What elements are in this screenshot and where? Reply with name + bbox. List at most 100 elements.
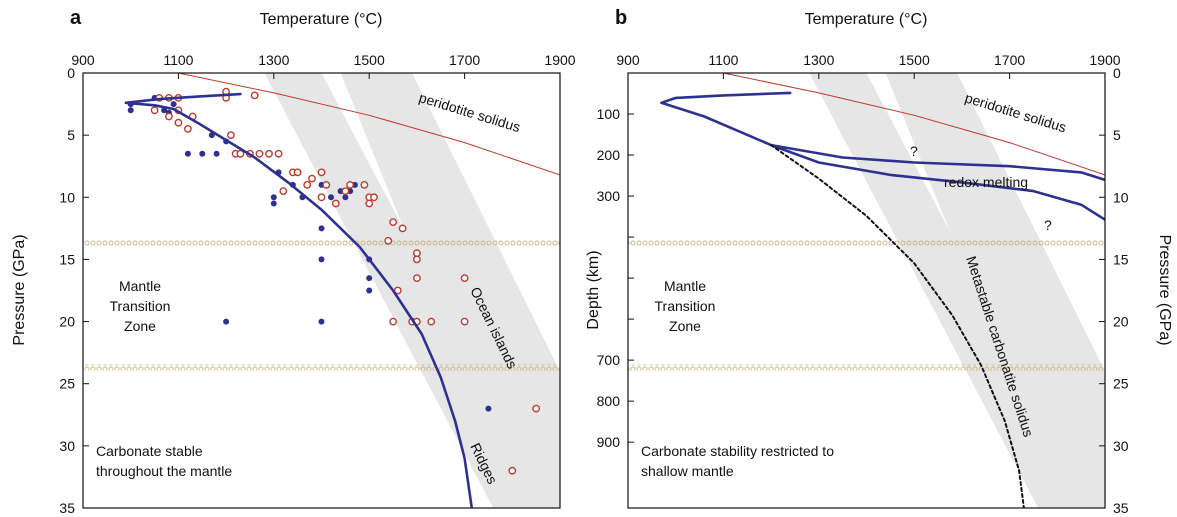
panel-b: b Temperature (°C) Depth (km) Pressure (… bbox=[585, 7, 1173, 516]
panel-a-y-tick-label-30: 30 bbox=[59, 438, 75, 454]
panel-b-x-tick-label-1700: 1700 bbox=[994, 52, 1025, 68]
panel-a-mtz-line2: Transition bbox=[110, 298, 171, 314]
panel-a-y-axis-title: Pressure (GPa) bbox=[11, 234, 28, 345]
panel-b-bands bbox=[809, 73, 1105, 508]
panel-b-question-2: ? bbox=[1044, 217, 1052, 233]
panel-a-point-1-0 bbox=[151, 107, 157, 113]
panel-a-x-ticks: 900 1100 1300 1500 1700 1900 bbox=[71, 52, 575, 79]
panel-a-point-1-21 bbox=[294, 169, 300, 175]
panel-b-mtz-line2: Transition bbox=[655, 298, 716, 314]
panel-a-point-1-30 bbox=[361, 182, 367, 188]
panel-a-point-1-40 bbox=[414, 250, 420, 256]
panel-b-y2-axis-title: Pressure (GPa) bbox=[1156, 234, 1173, 345]
panel-a-point-1-35 bbox=[390, 219, 396, 225]
panel-a-point-1-32 bbox=[366, 200, 372, 206]
panel-b-pressure-tick-label-5: 5 bbox=[1113, 127, 1121, 143]
panel-a-x-tick-label-1300: 1300 bbox=[258, 52, 289, 68]
panel-b-x-tick-label-1300: 1300 bbox=[803, 52, 834, 68]
panel-a-letter: a bbox=[70, 7, 82, 29]
panel-a-point-0-26 bbox=[342, 194, 348, 200]
panel-a-point-1-6 bbox=[175, 120, 181, 126]
panel-b-mtz-line-2 bbox=[628, 365, 1105, 371]
panel-a-note-line1: Carbonate stable bbox=[96, 443, 203, 459]
panel-a-point-0-6 bbox=[171, 101, 177, 107]
panel-a-point-0-23 bbox=[319, 319, 325, 325]
panel-a-point-1-15 bbox=[252, 92, 258, 98]
panel-a-mtz-line3: Zone bbox=[124, 318, 156, 334]
panel-a: a Temperature (°C) Pressure (GPa) 900 110… bbox=[11, 7, 576, 516]
panel-b-depth-tick-label-900: 900 bbox=[597, 434, 621, 450]
panel-a-point-1-27 bbox=[333, 200, 339, 206]
panel-a-y-tick-label-15: 15 bbox=[59, 251, 75, 267]
panel-a-y-tick-label-5: 5 bbox=[67, 127, 75, 143]
panel-b-x-tick-label-1100: 1100 bbox=[708, 52, 738, 68]
panel-a-x-tick-label-1700: 1700 bbox=[449, 52, 480, 68]
panel-a-point-1-46 bbox=[461, 318, 467, 324]
panel-a-point-1-19 bbox=[280, 188, 286, 194]
panel-b-pressure-tick-label-35: 35 bbox=[1113, 500, 1129, 516]
panel-b-mtz-line3: Zone bbox=[669, 318, 701, 334]
panel-a-y-tick-label-20: 20 bbox=[59, 314, 75, 330]
panel-a-y-tick-label-0: 0 bbox=[67, 65, 75, 81]
panel-b-note-line2: shallow mantle bbox=[641, 463, 734, 479]
panel-b-x-tick-label-900: 900 bbox=[616, 52, 640, 68]
panel-a-point-1-7 bbox=[185, 126, 191, 132]
panel-a-point-0-32 bbox=[485, 406, 491, 412]
panel-a-note-line2: throughout the mantle bbox=[96, 463, 232, 479]
panel-a-point-1-47 bbox=[509, 468, 515, 474]
panel-b-x-tick-label-1500: 1500 bbox=[899, 52, 930, 68]
panel-b-redox-label: redox melting bbox=[944, 174, 1028, 190]
panel-b-pressure-tick-label-0: 0 bbox=[1113, 65, 1121, 81]
panel-a-point-1-16 bbox=[256, 151, 262, 157]
panel-a-point-0-22 bbox=[319, 256, 325, 262]
panel-a-point-1-18 bbox=[275, 151, 281, 157]
panel-b-question-1: ? bbox=[910, 143, 918, 159]
panel-b-pressure-tick-label-25: 25 bbox=[1113, 376, 1129, 392]
panel-b-note-line1: Carbonate stability restricted to bbox=[641, 443, 834, 459]
panel-a-point-1-26 bbox=[323, 182, 329, 188]
panel-a-point-1-48 bbox=[533, 405, 539, 411]
panel-b-x-ticks: 900 1100 1300 1500 1700 1900 bbox=[616, 52, 1120, 79]
panel-a-point-1-29 bbox=[347, 182, 353, 188]
panel-a-x-axis-title: Temperature (°C) bbox=[260, 11, 383, 28]
panel-a-point-1-45 bbox=[461, 275, 467, 281]
panel-b-x-axis-title: Temperature (°C) bbox=[805, 11, 928, 28]
panel-a-point-0-24 bbox=[328, 194, 334, 200]
panel-b-y-axis-title: Depth (km) bbox=[585, 250, 602, 329]
panel-a-point-0-10 bbox=[214, 151, 220, 157]
panel-b-mtz-line1: Mantle bbox=[664, 278, 706, 294]
panel-b-depth-tick-label-300: 300 bbox=[597, 188, 621, 204]
panel-a-x-tick-label-1100: 1100 bbox=[163, 52, 193, 68]
panel-a-point-1-44 bbox=[428, 318, 434, 324]
panel-a-point-0-1 bbox=[128, 107, 134, 113]
panel-a-point-1-36 bbox=[390, 318, 396, 324]
panel-a-x-tick-label-1900: 1900 bbox=[544, 52, 575, 68]
panel-a-point-0-30 bbox=[366, 275, 372, 281]
panel-a-point-1-41 bbox=[414, 256, 420, 262]
panel-a-bands bbox=[264, 73, 560, 508]
panel-b-depth-tick-label-200: 200 bbox=[597, 147, 621, 163]
panel-a-point-1-34 bbox=[385, 238, 391, 244]
panel-b-pressure-tick-label-10: 10 bbox=[1113, 189, 1129, 205]
panel-a-y-tick-label-25: 25 bbox=[59, 376, 75, 392]
panel-a-point-0-12 bbox=[223, 319, 229, 325]
panel-b-depth-tick-label-100: 100 bbox=[597, 106, 621, 122]
panel-b-pressure-tick-label-30: 30 bbox=[1113, 438, 1129, 454]
panel-a-point-1-17 bbox=[266, 151, 272, 157]
panel-a-point-1-38 bbox=[399, 225, 405, 231]
panel-a-point-1-23 bbox=[309, 175, 315, 181]
panel-b-letter: b bbox=[615, 7, 627, 29]
panel-a-x-tick-label-1500: 1500 bbox=[354, 52, 385, 68]
panel-a-point-0-8 bbox=[199, 151, 205, 157]
panel-a-point-0-14 bbox=[271, 194, 277, 200]
panel-a-point-0-7 bbox=[185, 151, 191, 157]
panel-a-mtz-line1: Mantle bbox=[119, 278, 161, 294]
panel-b-mtz-line-1 bbox=[628, 240, 1105, 246]
panel-b-depth-tick-label-700: 700 bbox=[597, 352, 621, 368]
panel-b-pressure-tick-label-15: 15 bbox=[1113, 251, 1129, 267]
panel-b-line-0 bbox=[661, 93, 790, 145]
panel-a-y-tick-label-35: 35 bbox=[59, 500, 75, 516]
panel-a-point-0-31 bbox=[366, 288, 372, 294]
panel-b-pressure-tick-label-20: 20 bbox=[1113, 314, 1129, 330]
